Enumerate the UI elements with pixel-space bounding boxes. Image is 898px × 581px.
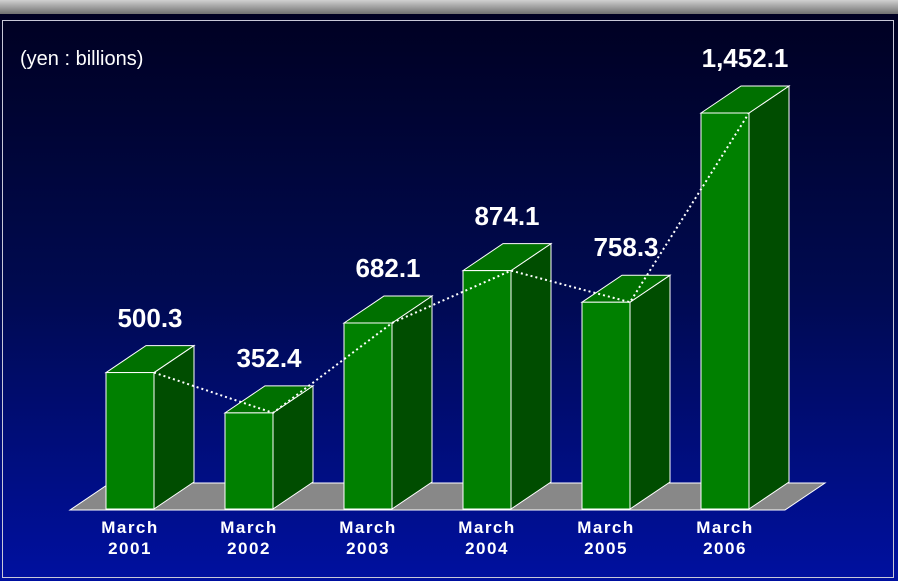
value-label: 682.1 [355,252,421,283]
top-bar [0,0,898,14]
bar-side [153,344,195,510]
bar-side [748,85,790,510]
bar [581,301,631,510]
bar-side [510,242,552,510]
bar [105,372,155,510]
trend-line [153,112,750,415]
value-label: 758.3 [593,232,659,263]
value-label: 352.4 [236,342,302,373]
x-tick-label: March 2005 [577,518,635,558]
frame [2,20,894,578]
x-tick-label: March 2002 [220,518,278,558]
value-label: 874.1 [474,200,540,231]
bar-side [629,274,671,510]
bar [462,270,512,510]
x-tick-label: March 2003 [339,518,397,558]
value-label: 500.3 [117,302,183,333]
bar [224,412,274,510]
x-tick-label: March 2006 [696,518,754,558]
x-tick-label: March 2004 [458,518,516,558]
bar [700,112,750,510]
value-label: 1,452.1 [701,43,789,73]
bar [343,322,393,510]
bar-side [391,295,433,510]
x-tick-label: March 2001 [101,518,159,558]
unit-label: (yen : billions) [20,48,144,70]
